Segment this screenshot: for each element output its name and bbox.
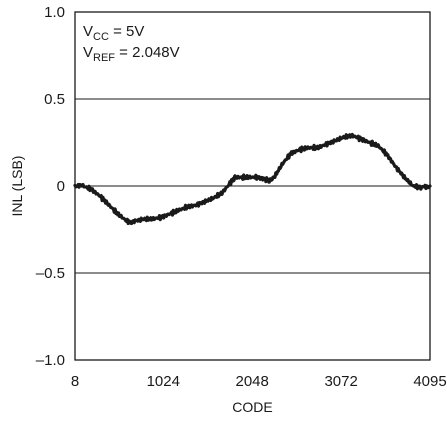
y-tick-labels: 1.0 0.5 0 –0.5 –1.0 <box>36 4 65 369</box>
annotation-box: VCC = 5V VREF = 2.048V <box>83 23 180 64</box>
x-tick-label: 8 <box>71 373 79 390</box>
x-tick-label: 1024 <box>147 373 180 390</box>
annotation-vref: VREF = 2.048V <box>83 44 180 64</box>
annotation-vcc-sub: CC <box>93 31 109 43</box>
annotation-vcc-main: V <box>83 23 93 40</box>
annotation-vref-sub: REF <box>93 52 115 64</box>
annotation-vcc: VCC = 5V <box>83 23 144 43</box>
x-axis-label: CODE <box>232 399 272 415</box>
y-tick-label: –1.0 <box>36 352 65 369</box>
x-tick-label: 2048 <box>236 373 269 390</box>
x-tick-label: 4095 <box>413 373 446 390</box>
annotation-vref-rest: = 2.048V <box>115 44 180 61</box>
series-layer <box>75 134 430 223</box>
x-tick-label: 3072 <box>324 373 357 390</box>
y-axis-label: INL (LSB) <box>9 156 25 217</box>
y-tick-label: –0.5 <box>36 265 65 282</box>
annotation-vcc-rest: = 5V <box>109 23 144 40</box>
x-tick-labels: 8 1024 2048 3072 4095 <box>71 373 447 390</box>
y-tick-label: 0.5 <box>44 91 65 108</box>
series-line-0 <box>75 134 430 223</box>
y-tick-label: 1.0 <box>44 4 65 21</box>
grid-lines <box>75 99 430 273</box>
y-tick-label: 0 <box>57 178 65 195</box>
annotation-vref-main: V <box>83 44 93 61</box>
